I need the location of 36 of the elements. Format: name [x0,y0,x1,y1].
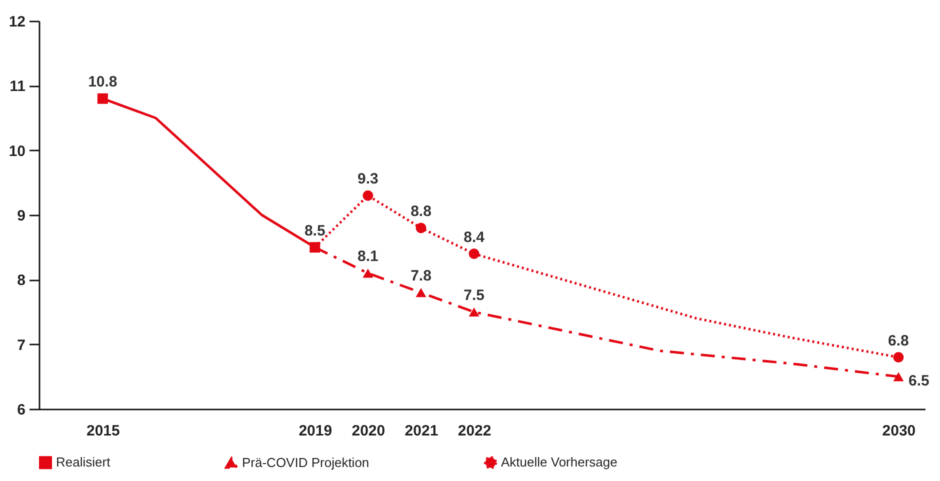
y-tick-label: 6 [17,402,26,418]
point [893,352,904,362]
point [416,222,426,234]
x-tick-label: 2021 [404,422,438,440]
y-tick-label: 10 [8,142,26,160]
data-label: 8.5 [304,222,326,240]
point [416,288,426,298]
y-tick-label: 7 [17,336,26,354]
x-tick-label: 2019 [298,422,332,440]
data-label: 10.8 [88,74,118,91]
point [468,307,480,317]
x-tick-label: 2015 [86,422,120,440]
legend-label: Aktuelle Vorhersage [501,454,618,470]
legend-label: Realisiert [56,454,111,470]
data-label: 8.4 [464,228,486,246]
data-label: 7.8 [410,268,432,285]
data-label: 8.8 [410,202,432,220]
x-tick-label: 2020 [352,422,386,440]
point [362,190,374,201]
data-label: 6.8 [888,332,909,350]
point [97,93,108,104]
y-tick-label: 9 [17,208,26,224]
y-tick-label: 12 [8,14,26,30]
legend-label: Prä-COVID Projektion [242,454,370,470]
point [893,372,904,382]
point [468,248,480,260]
point [310,242,320,253]
data-label: 7.5 [464,287,484,304]
y-tick-label: 11 [10,78,26,96]
data-label: 6.5 [908,372,930,390]
x-tick-label: 2030 [882,422,916,440]
y-tick-label: 8 [17,272,26,290]
x-tick-label: 2022 [458,422,492,440]
data-label: 8.1 [358,248,378,266]
data-label: 9.3 [358,170,378,188]
point [362,268,374,278]
